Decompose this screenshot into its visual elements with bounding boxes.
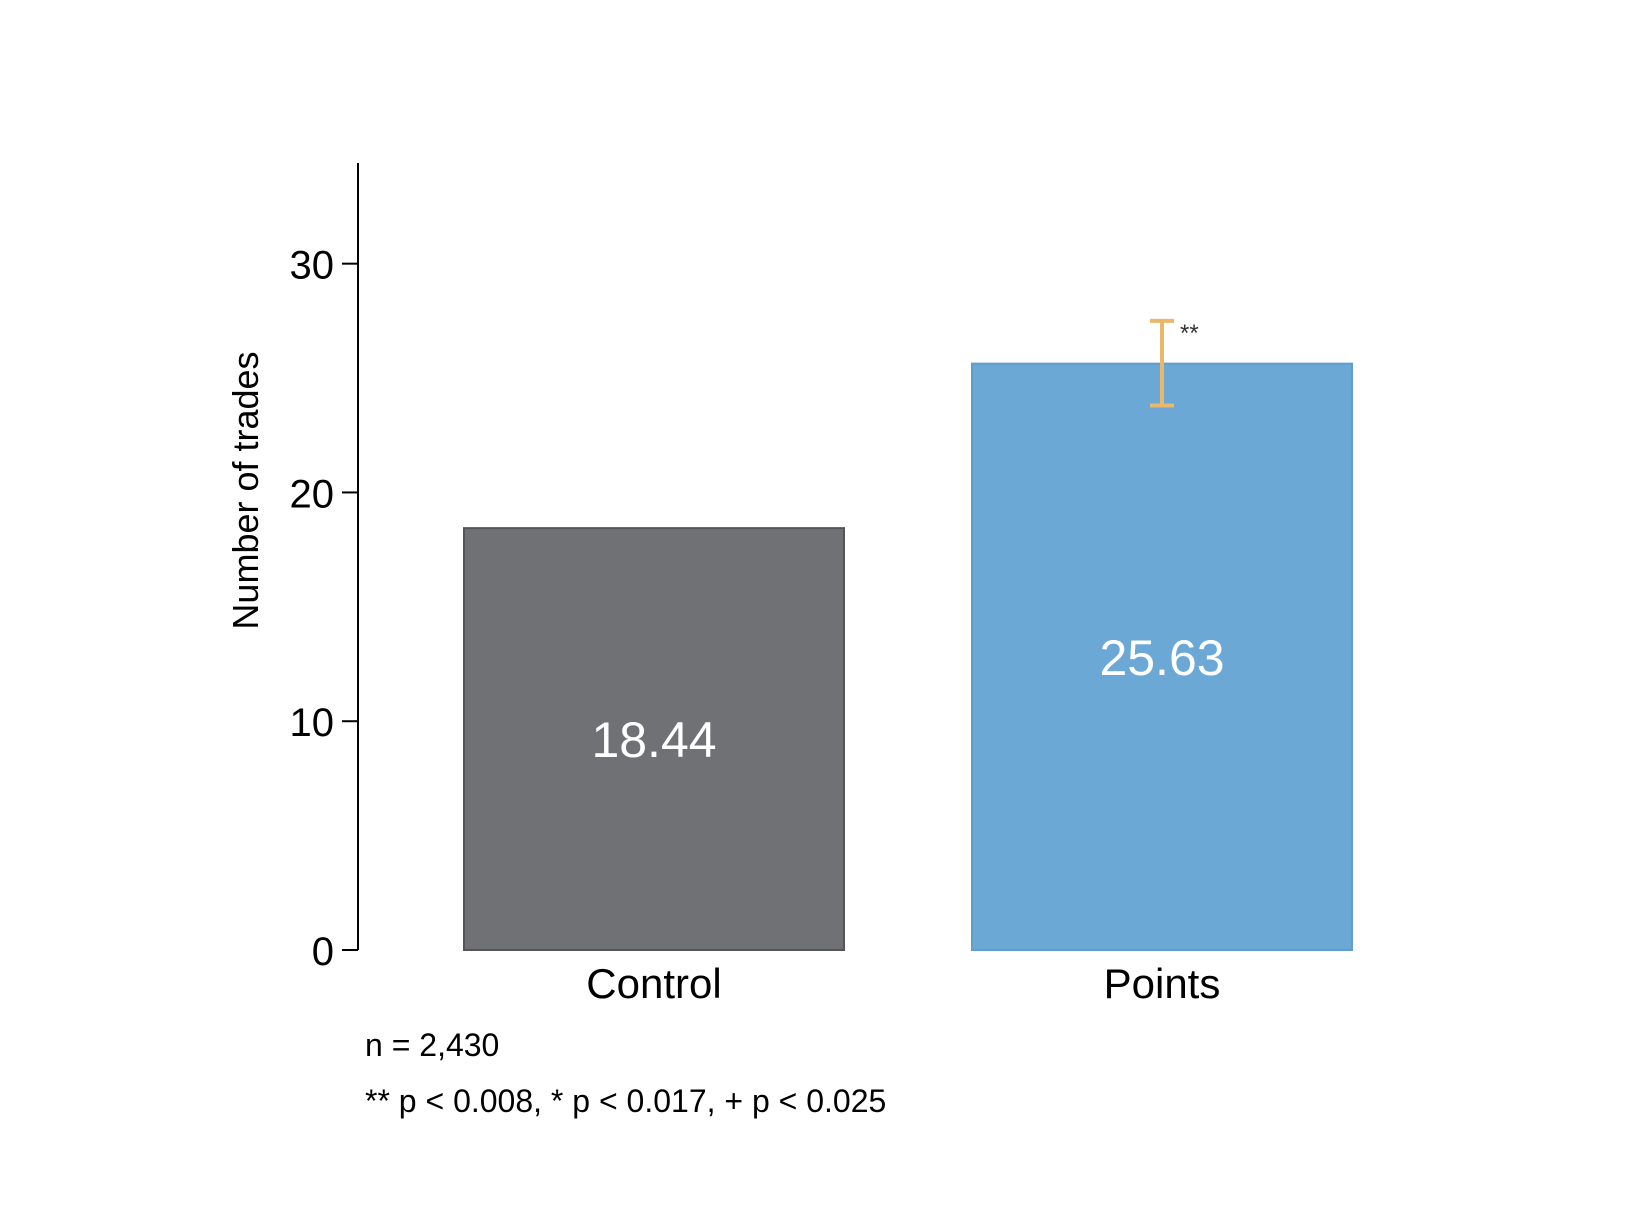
significance-marker: ** bbox=[1180, 320, 1199, 347]
error-bars: ** bbox=[1150, 318, 1199, 408]
bar-points bbox=[971, 362, 1353, 952]
y-tick-label: 20 bbox=[290, 472, 335, 516]
y-tick-label: 30 bbox=[290, 244, 335, 288]
y-tick-label: 0 bbox=[312, 930, 334, 974]
bar-control bbox=[463, 527, 845, 951]
x-tick-label-control: Control bbox=[586, 960, 721, 1007]
chart-note: n = 2,430 bbox=[365, 1027, 499, 1063]
x-tick-labels: Control Points bbox=[586, 960, 1220, 1007]
bars: 18.44 25.63 bbox=[463, 362, 1353, 952]
y-axis-label: Number of trades bbox=[225, 351, 266, 629]
bar-value-label: 25.63 bbox=[1099, 630, 1224, 686]
chart-notes: n = 2,430 ** p < 0.008, * p < 0.017, + p … bbox=[365, 1027, 886, 1119]
x-tick-label-points: Points bbox=[1104, 960, 1221, 1007]
chart-note: ** p < 0.008, * p < 0.017, + p < 0.025 bbox=[365, 1083, 886, 1119]
bar-value-label: 18.44 bbox=[591, 712, 716, 768]
y-tick-label: 10 bbox=[290, 701, 335, 745]
y-ticks: 0 10 20 30 bbox=[290, 244, 358, 974]
